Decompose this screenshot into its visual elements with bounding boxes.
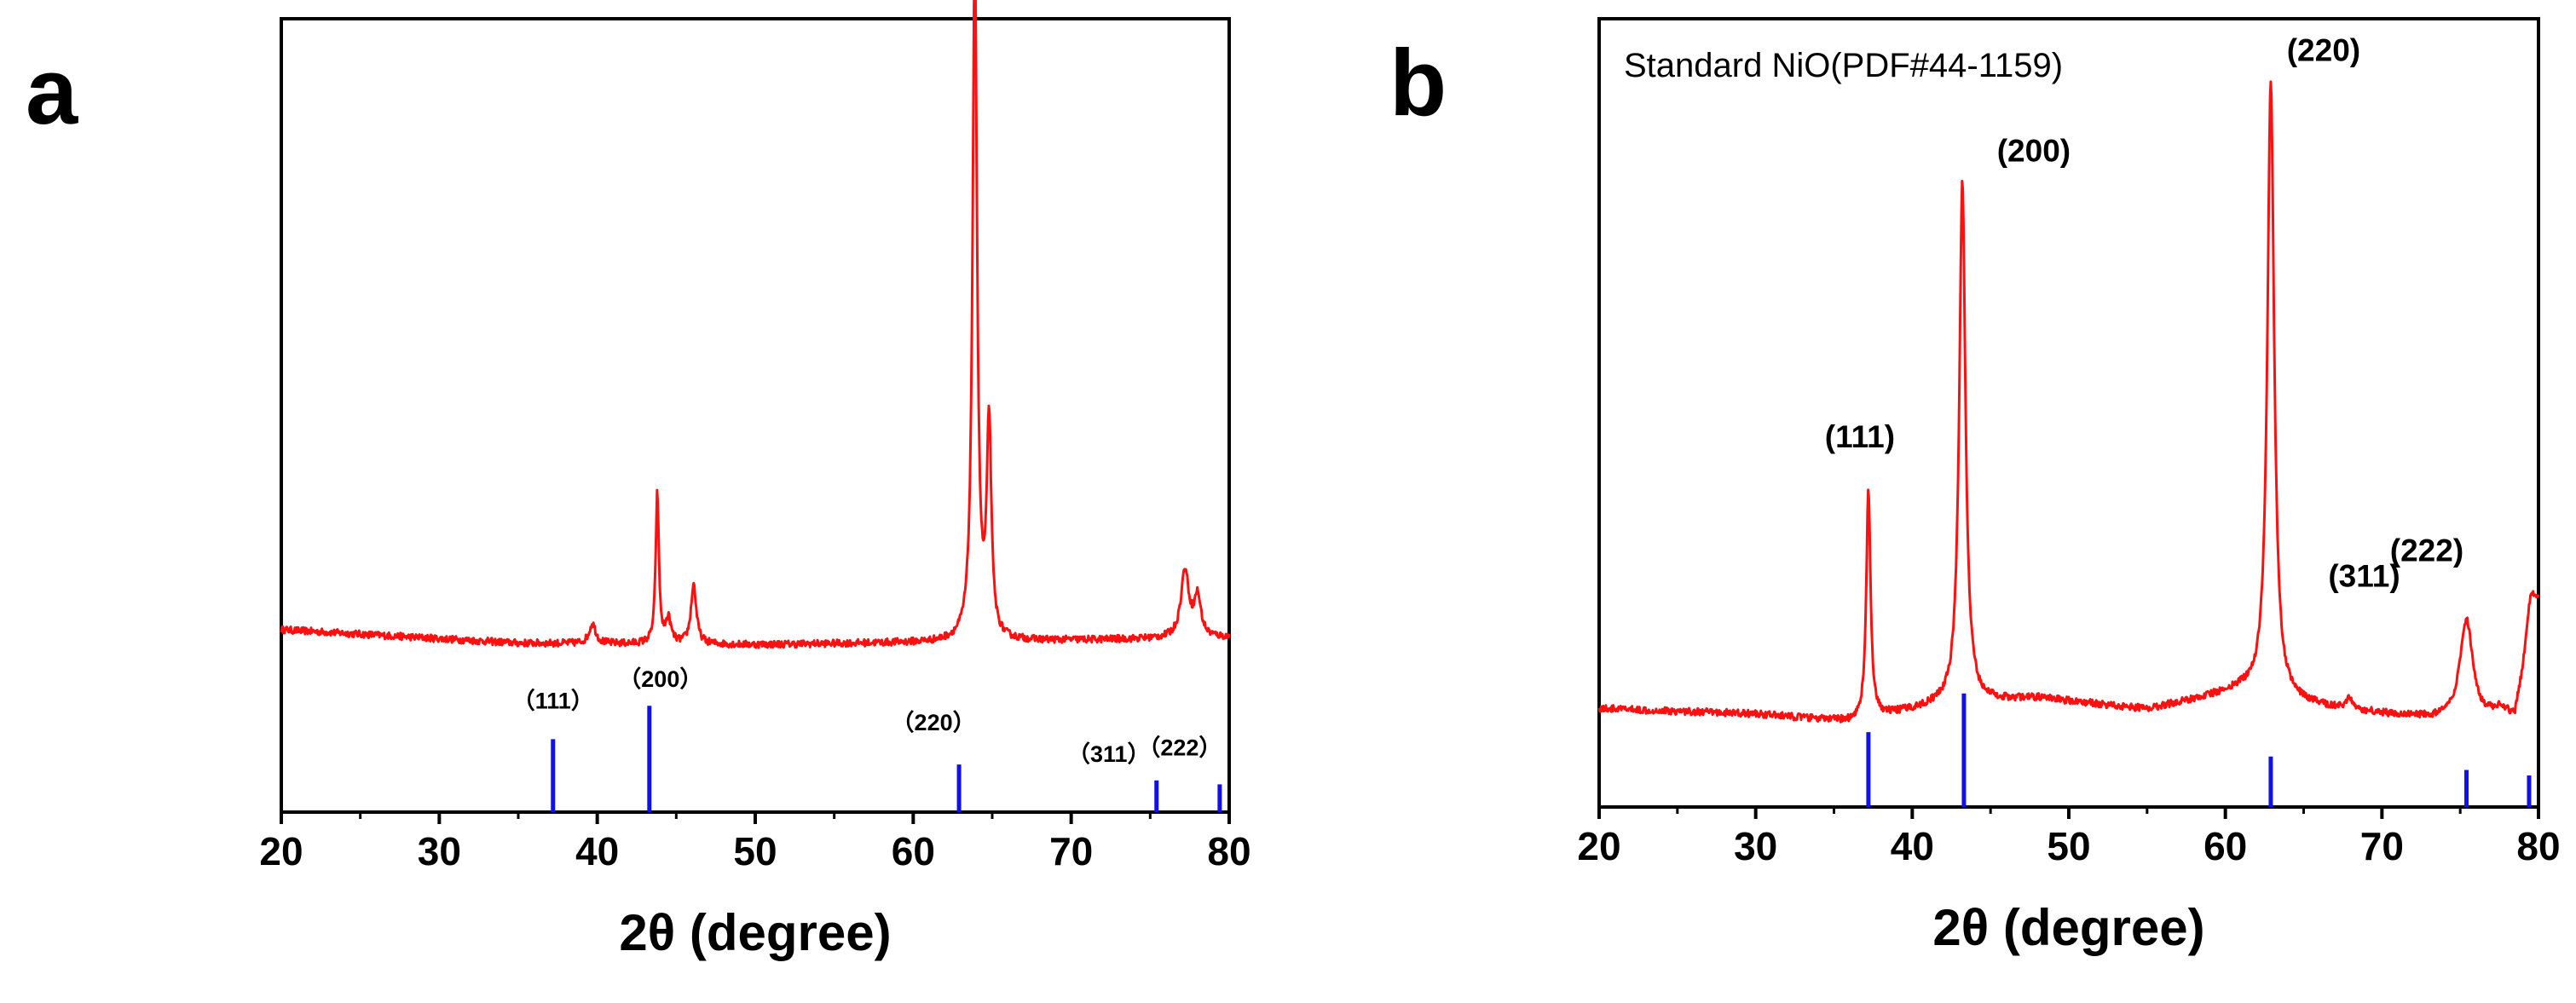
reflection-label: （222） bbox=[1137, 735, 1222, 760]
panel-a-letter: a bbox=[26, 39, 78, 144]
reflection-label: (311) bbox=[2328, 558, 2400, 593]
x-tick-label: 20 bbox=[259, 829, 303, 873]
x-tick-label: 80 bbox=[2516, 824, 2560, 868]
panel-a-plot: （111） （200） （220） （311）（222） 20 30 40 50 60 70 80 2… bbox=[259, 0, 1251, 961]
reflection-label: （311） bbox=[1067, 741, 1151, 767]
plot-frame bbox=[280, 17, 1231, 814]
chart-title: Standard NiO(PDF#44-1159) bbox=[1624, 47, 2063, 84]
panel-b-plot: (111) (200) (220) (311)(222) 20 30 40 50 60 70 80 2… bbox=[1577, 17, 2561, 956]
reflection-label: （200） bbox=[618, 666, 702, 692]
x-tick-label: 40 bbox=[1891, 824, 1934, 868]
x-tick-label: 40 bbox=[575, 829, 619, 873]
reflection-label: (111) bbox=[1825, 419, 1895, 454]
x-axis-title: 2θ (degree) bbox=[619, 904, 891, 961]
reflection-label: （220） bbox=[892, 710, 976, 735]
reflection-label: （111） bbox=[512, 688, 594, 713]
x-tick-label: 50 bbox=[733, 829, 777, 873]
x-tick-label: 80 bbox=[1207, 829, 1250, 873]
x-tick-label: 30 bbox=[1734, 824, 1777, 868]
x-tick-label: 30 bbox=[418, 829, 461, 873]
panel-b: b (111) (200) (220) (311)(222) 20 30 40 50 60 70 8… bbox=[1389, 17, 2561, 956]
x-tick-label: 50 bbox=[2047, 824, 2090, 868]
reflection-label: (220) bbox=[2287, 33, 2360, 68]
panel-a: a （111） （200） （220） （311）（222） 20 30 40 50 60 70 8… bbox=[26, 0, 1251, 961]
reflection-label: (222) bbox=[2390, 533, 2463, 568]
x-tick-label: 60 bbox=[892, 829, 935, 873]
x-tick-label: 20 bbox=[1577, 824, 1620, 868]
x-tick-label: 70 bbox=[1049, 829, 1093, 873]
x-axis-title: 2θ (degree) bbox=[1932, 899, 2204, 956]
reflection-label: (200) bbox=[1997, 134, 2071, 169]
x-tick-label: 70 bbox=[2360, 824, 2404, 868]
x-tick-label: 60 bbox=[2203, 824, 2247, 868]
pattern-line bbox=[1597, 80, 2540, 723]
panel-b-letter: b bbox=[1389, 31, 1447, 135]
pattern-line bbox=[280, 0, 1231, 649]
